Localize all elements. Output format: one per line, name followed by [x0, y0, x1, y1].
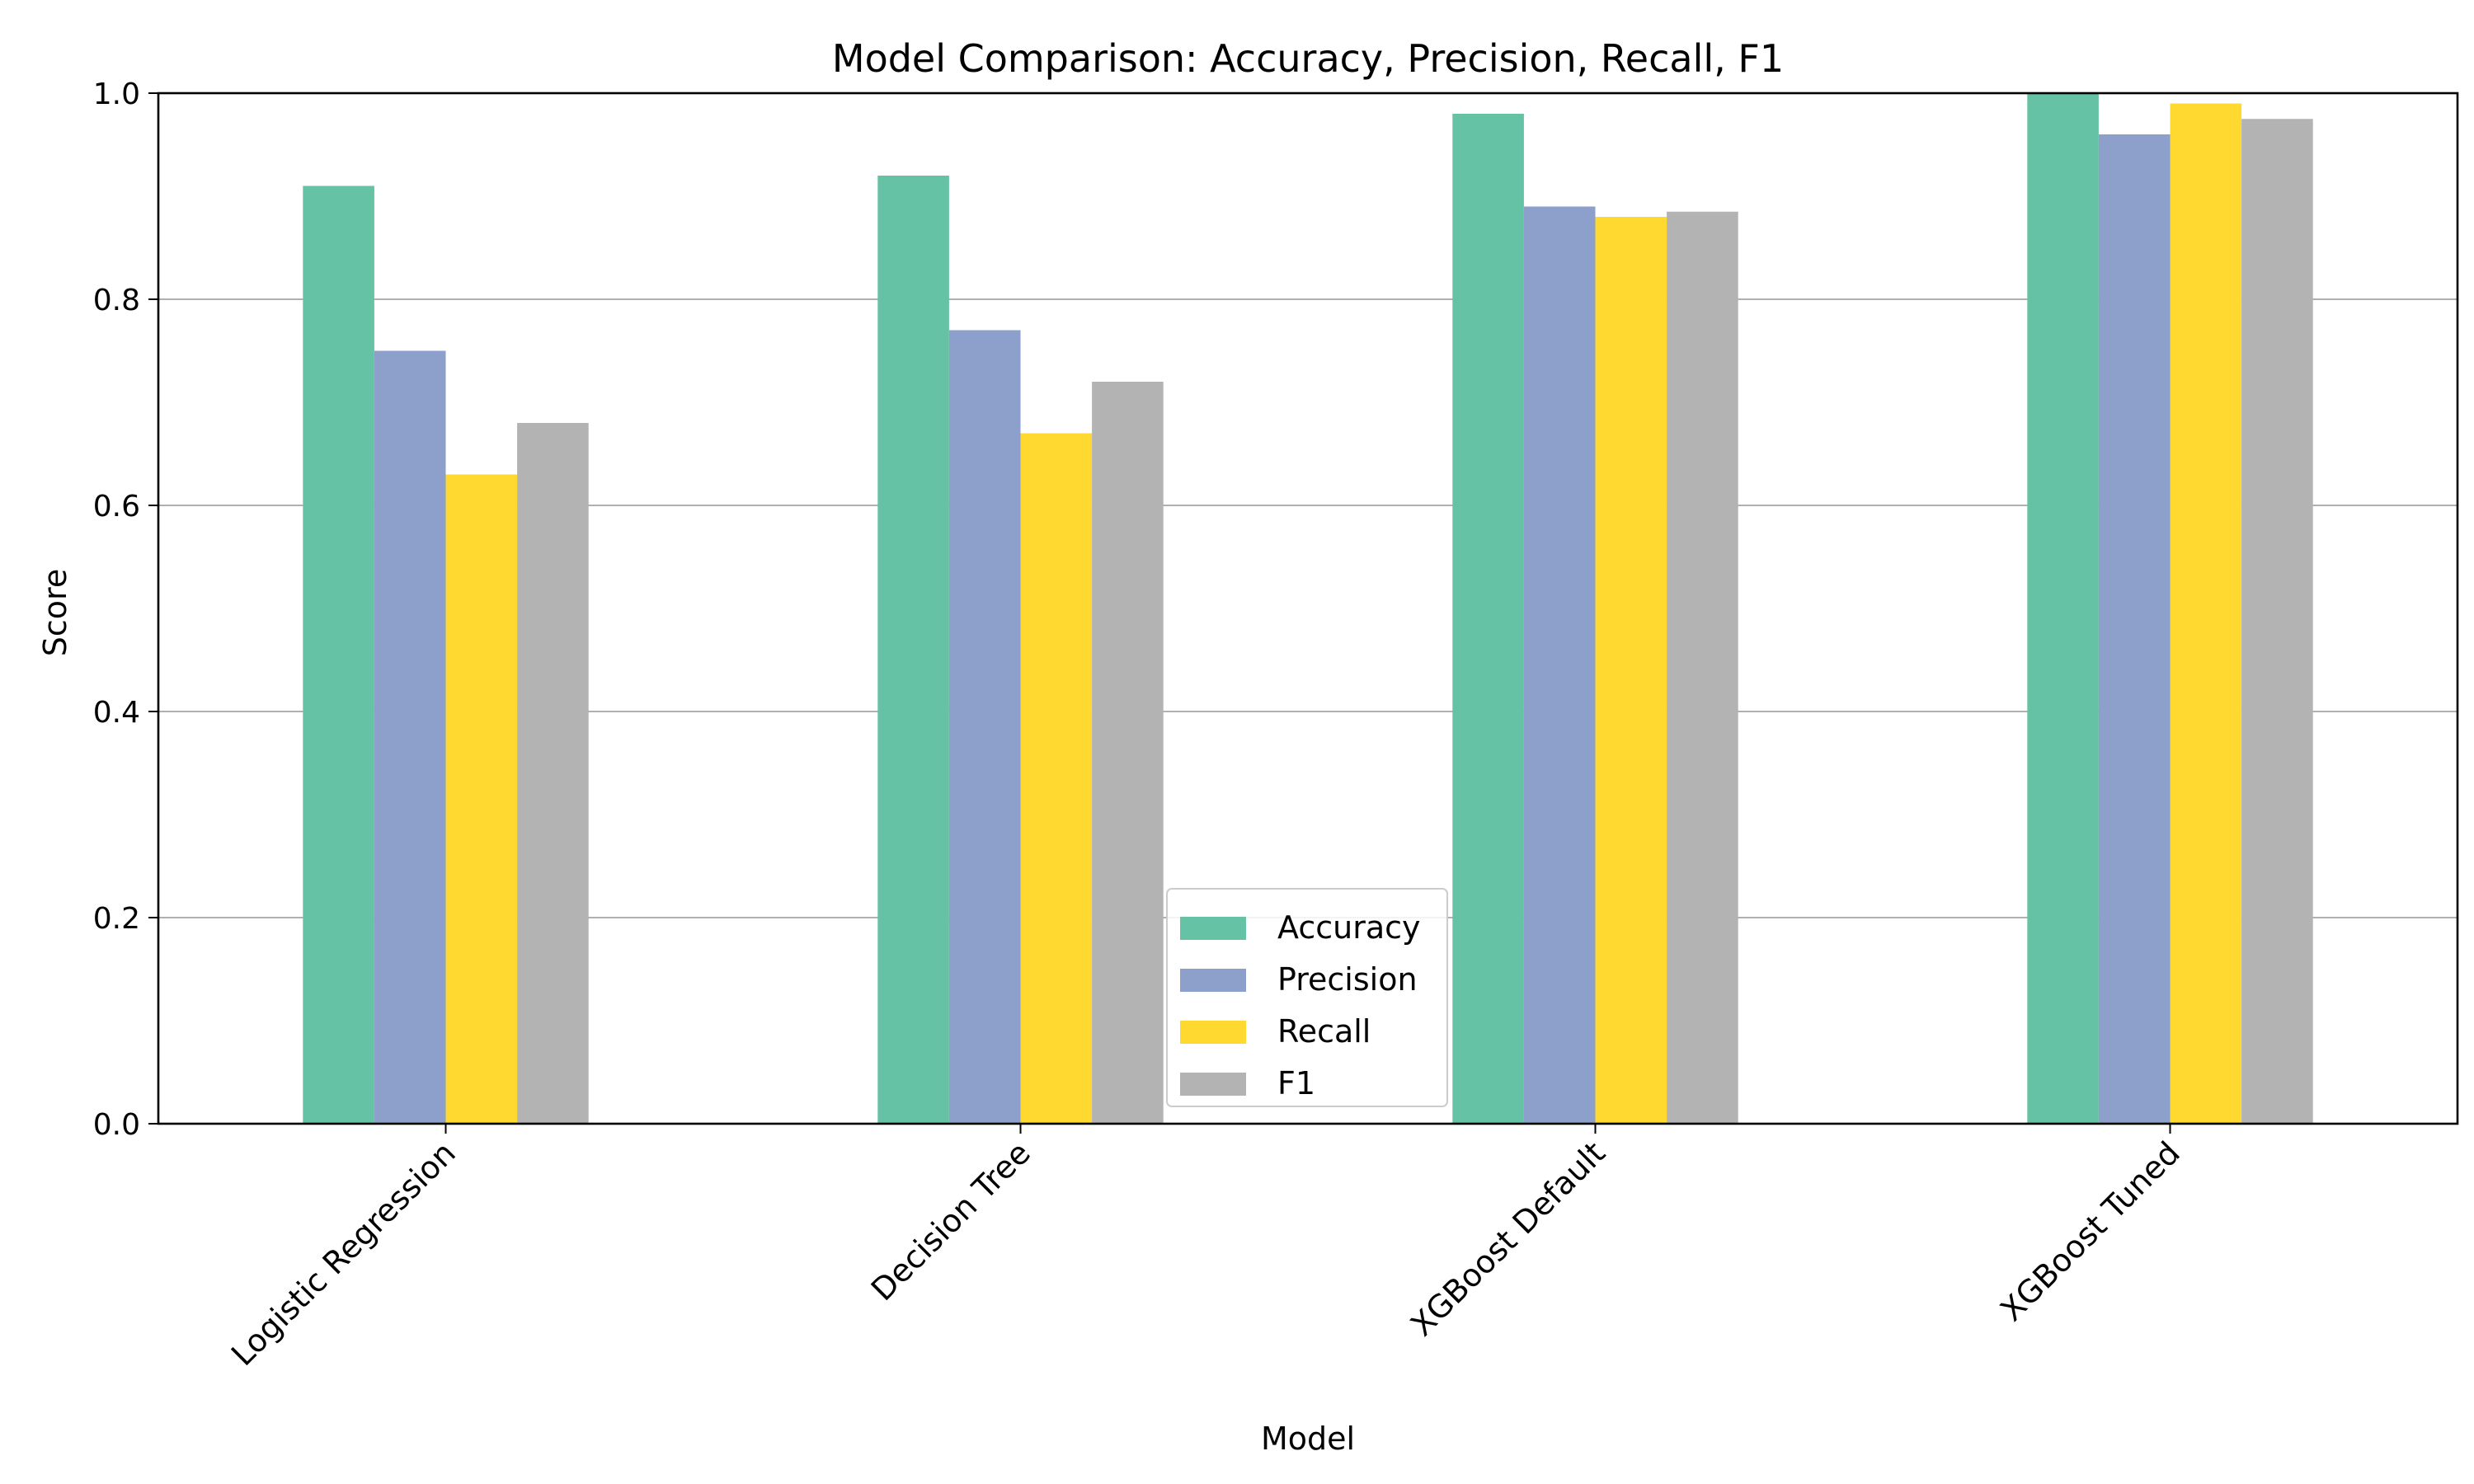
bar-precision-2: [1523, 206, 1596, 1124]
y-tick-label: 0.6: [93, 490, 140, 524]
plot-frame: [157, 92, 2459, 1125]
legend-label-f1: F1: [1277, 1065, 1315, 1101]
bar-accuracy-2: [1452, 114, 1524, 1124]
y-tick-label: 0.2: [93, 902, 140, 936]
bar-precision-3: [2098, 134, 2171, 1124]
bars: [303, 93, 2313, 1124]
y-tick-label: 0.4: [93, 696, 140, 730]
bar-f1-2: [1667, 211, 1738, 1124]
legend-box: [1166, 888, 1448, 1107]
bar-precision-0: [374, 350, 446, 1124]
bar-accuracy-3: [2027, 93, 2099, 1124]
chart-title: Model Comparison: Accuracy, Precision, R…: [832, 36, 1784, 81]
bar-precision-1: [948, 330, 1021, 1124]
bar-f1-0: [517, 423, 589, 1124]
x-axis-label: Model: [1261, 1421, 1355, 1457]
y-tick-label: 1.0: [93, 77, 140, 111]
bar-recall-2: [1595, 217, 1667, 1124]
legend-swatch-f1: [1180, 1073, 1246, 1096]
y-axis-ticks: 0.0 0.2 0.4 0.6 0.8 1.0: [93, 77, 158, 1142]
legend-swatch-precision: [1180, 969, 1246, 992]
legend-swatch-recall: [1180, 1021, 1246, 1044]
y-axis-label: Score: [37, 569, 73, 656]
legend: Accuracy Precision Recall F1: [1166, 888, 1448, 1107]
legend-label-accuracy: Accuracy: [1277, 909, 1421, 946]
bar-f1-3: [2241, 119, 2313, 1124]
bar-recall-0: [445, 474, 518, 1124]
legend-swatch-accuracy: [1180, 917, 1246, 940]
bar-recall-3: [2170, 103, 2242, 1124]
y-tick-label: 0.8: [93, 284, 140, 317]
y-tick-label: 0.0: [93, 1108, 140, 1142]
bar-accuracy-1: [877, 176, 949, 1124]
bar-recall-1: [1020, 433, 1093, 1124]
bar-f1-1: [1092, 382, 1164, 1124]
legend-label-precision: Precision: [1277, 961, 1418, 998]
legend-label-recall: Recall: [1277, 1013, 1371, 1050]
bar-accuracy-0: [303, 186, 374, 1124]
